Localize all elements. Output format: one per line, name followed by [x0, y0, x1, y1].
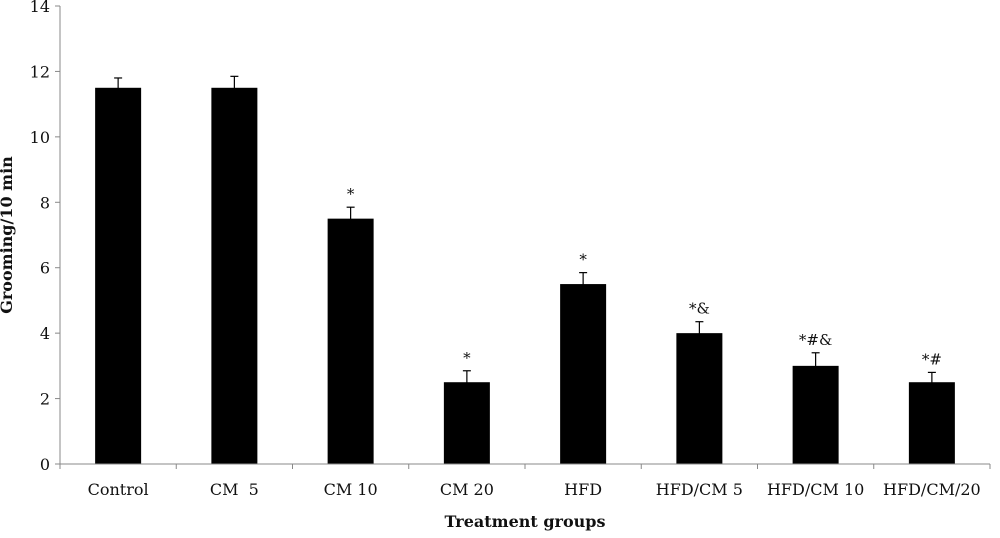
error-bar [462, 370, 471, 395]
significance-label: * [463, 349, 471, 367]
x-tick-label: CM 5 [210, 480, 259, 499]
error-bar [811, 352, 820, 380]
bar [676, 333, 723, 464]
significance-label: *& [689, 300, 710, 318]
error-bar [230, 75, 239, 100]
error-bar [346, 206, 355, 231]
bar [560, 284, 607, 464]
y-axis-title: Grooming/10 min [0, 156, 16, 314]
x-tick-label: HFD/CM 10 [767, 480, 864, 499]
x-tick-label: HFD/CM 5 [656, 480, 743, 499]
bar [211, 87, 258, 465]
x-tick-label: CM 20 [440, 480, 494, 499]
x-axis-title: Treatment groups [445, 512, 606, 531]
bar [95, 87, 142, 465]
significance-label: * [579, 251, 587, 269]
bar [327, 218, 374, 464]
x-tick-label: HFD [564, 480, 602, 499]
x-axis-ticks: Control CM 5 CM 10 CM 20 HFD HFD/CM 5 HFD/CM 1… [59, 464, 991, 499]
x-tick-label: Control [88, 480, 149, 499]
y-tick-label: 14 [30, 0, 50, 16]
x-tick-label: HFD/CM/20 [883, 480, 981, 499]
y-tick-label: 10 [30, 128, 50, 147]
significance-labels: * * * *& *#& *# [347, 185, 942, 368]
x-tick-label: CM 10 [324, 480, 378, 499]
y-tick-label: 6 [40, 259, 50, 278]
significance-label: * [347, 185, 355, 203]
y-tick-label: 2 [40, 390, 50, 409]
bar [908, 382, 955, 464]
y-tick-label: 12 [30, 62, 50, 81]
error-bars [114, 75, 936, 395]
significance-label: *# [922, 350, 942, 368]
y-tick-label: 0 [40, 455, 50, 474]
significance-label: *#& [799, 331, 832, 349]
bar [792, 365, 839, 464]
y-tick-label: 8 [40, 193, 50, 212]
y-tick-label: 4 [40, 324, 50, 343]
error-bar [695, 321, 704, 346]
error-bar [114, 77, 123, 99]
error-bar [927, 371, 936, 393]
bar [443, 382, 490, 464]
error-bar [579, 272, 588, 297]
y-axis-ticks: 0 2 4 6 8 10 12 14 [30, 0, 60, 474]
bars [95, 87, 955, 465]
